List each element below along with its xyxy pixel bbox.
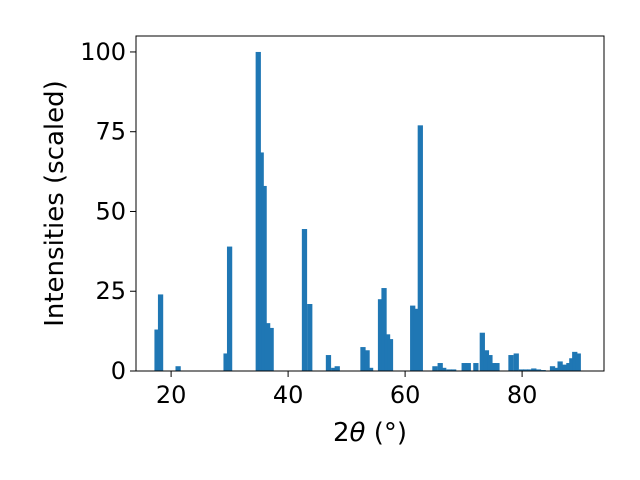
x-tick-label: 80: [507, 381, 538, 409]
bar: [175, 366, 181, 371]
bar: [437, 363, 443, 371]
y-axis-ticks: 0 25 50 75 100: [80, 38, 136, 385]
x-tick-label: 40: [273, 381, 304, 409]
x-axis-label: 2θ (°): [333, 418, 407, 448]
bar: [325, 355, 332, 371]
plot-frame: [135, 35, 605, 372]
y-tick-label: 25: [95, 277, 126, 305]
bar: [513, 353, 519, 371]
bar: [487, 355, 493, 371]
bar: [508, 355, 514, 371]
bar: [413, 308, 419, 371]
bar: [367, 367, 374, 371]
bar: [569, 358, 575, 371]
bar: [557, 361, 563, 371]
bar: [410, 305, 416, 371]
bar: [572, 351, 578, 371]
y-tick-label: 75: [95, 118, 126, 146]
bar: [553, 367, 560, 371]
bar: [417, 125, 423, 371]
bar: [387, 339, 394, 371]
bar: [562, 364, 568, 371]
bar: [531, 368, 537, 371]
bar: [384, 334, 391, 371]
bar: [331, 367, 337, 371]
bar: [575, 353, 581, 371]
bar: [157, 294, 164, 371]
bar: [268, 327, 274, 371]
bar: [377, 299, 384, 371]
bar: [518, 369, 525, 371]
bar: [494, 363, 500, 371]
bar: [566, 363, 572, 371]
bar: [446, 369, 452, 371]
bar: [535, 369, 542, 371]
bar: [479, 332, 485, 371]
bar: [301, 229, 308, 371]
x-tick-label: 20: [156, 381, 187, 409]
bar: [334, 366, 340, 371]
bar: [307, 304, 313, 371]
x-tick-label: 60: [390, 381, 421, 409]
y-tick-label: 50: [95, 197, 126, 225]
x-axis-label-post: (°): [365, 418, 407, 448]
bar: [264, 323, 271, 371]
bar: [465, 363, 471, 371]
bar: [483, 350, 490, 371]
bar: [549, 366, 556, 371]
bar: [255, 51, 261, 371]
bar: [451, 369, 457, 371]
bar: [473, 363, 479, 371]
bar: [223, 353, 229, 371]
bar: [432, 366, 438, 371]
x-axis-label-pre: 2: [333, 418, 350, 448]
y-tick-label: 0: [111, 357, 126, 385]
bar: [258, 152, 264, 371]
bar: [527, 369, 533, 371]
y-axis-label: Intensities (scaled): [40, 80, 70, 327]
bar: [381, 288, 387, 371]
bar: [522, 369, 529, 371]
bar: [154, 329, 160, 371]
bar: [441, 367, 447, 371]
bar: [360, 347, 366, 371]
bar: [261, 185, 267, 371]
bar: [461, 363, 467, 371]
x-axis-label-theta: θ: [350, 418, 366, 448]
x-axis-ticks: 20 40 60 80: [156, 371, 538, 409]
bar: [226, 246, 233, 371]
bar: [490, 363, 497, 371]
y-tick-label: 100: [80, 38, 126, 66]
bars-group: [154, 51, 581, 371]
bar: [364, 350, 370, 371]
